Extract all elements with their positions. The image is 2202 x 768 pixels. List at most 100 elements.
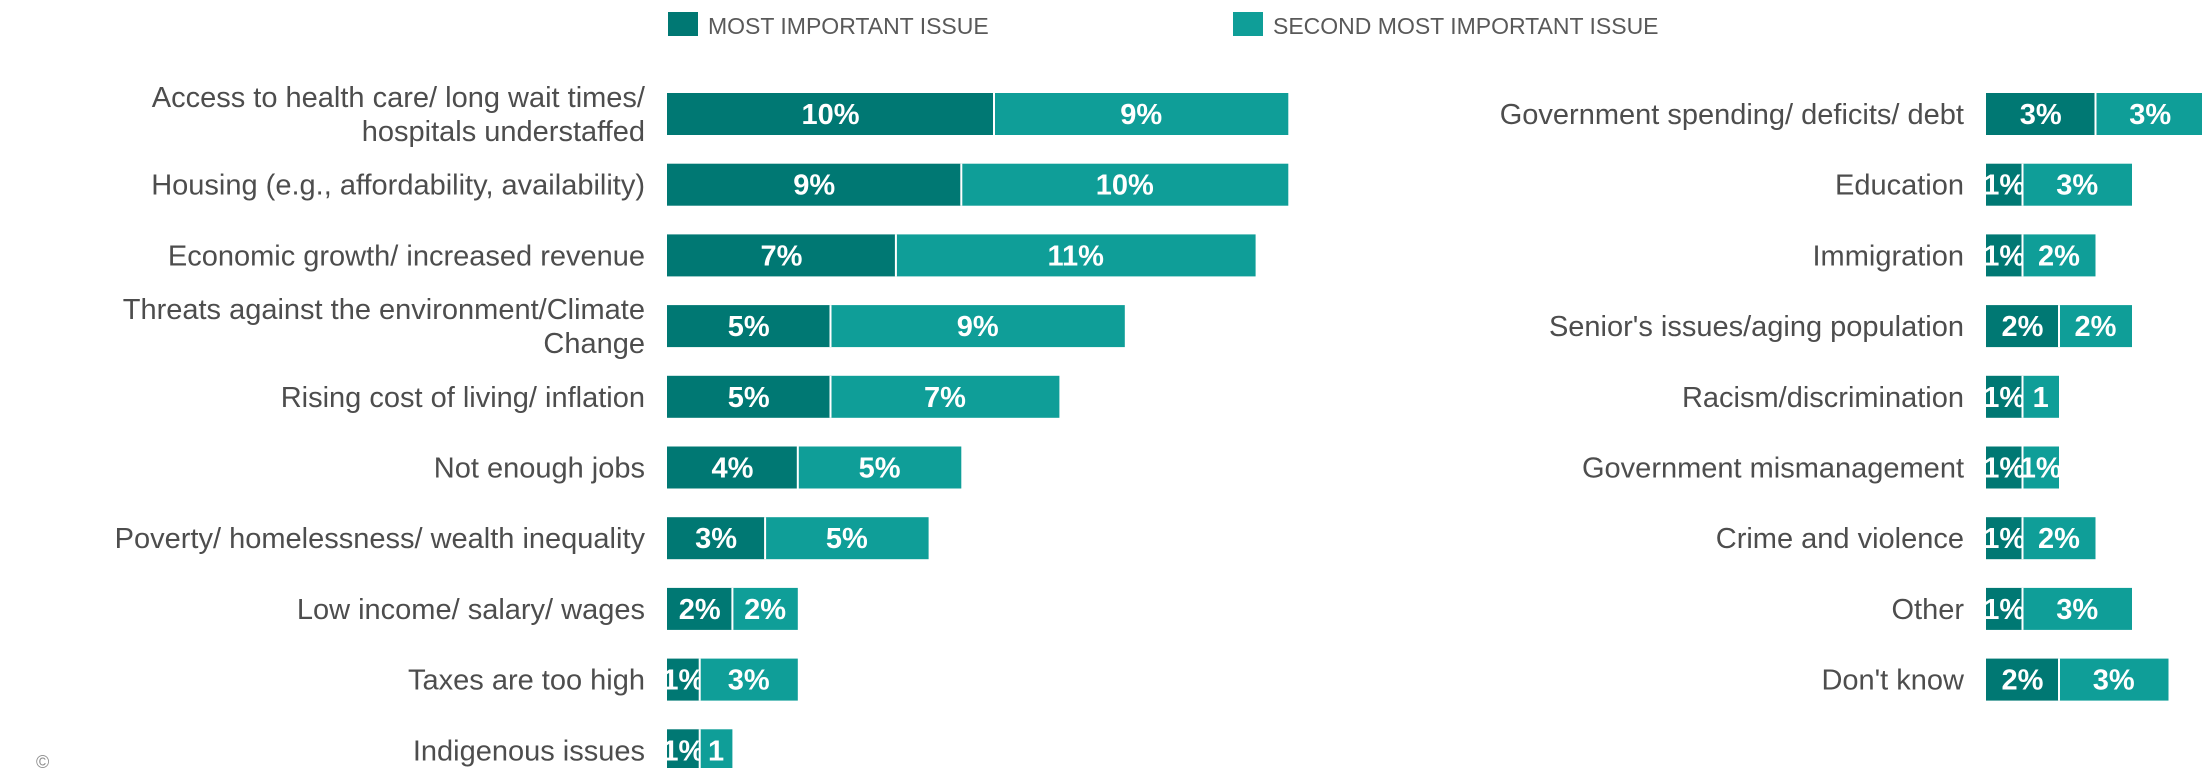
bar-segment-most <box>667 729 700 768</box>
bar-segment-second <box>2022 517 2096 560</box>
data-label-most: 1% <box>1983 594 2025 626</box>
data-label-second: 2% <box>2038 240 2080 272</box>
bar-segment-second <box>961 163 1289 206</box>
data-label-second: 3% <box>2093 665 2135 697</box>
data-label-second: 1 <box>2033 382 2049 414</box>
legend-swatch-most <box>668 12 698 36</box>
bar-segment-most <box>1986 658 2059 701</box>
data-label-second: 7% <box>924 382 966 414</box>
bar-row: Not enough jobs 4% 5% <box>434 446 962 489</box>
data-label-most: 5% <box>728 311 770 343</box>
category-label: Don't know <box>1821 665 1965 697</box>
bar-segment-second <box>699 658 798 701</box>
data-label-most: 3% <box>695 523 737 555</box>
bar-segment-most <box>667 446 798 489</box>
bar-row: Other 1% 3% <box>1891 587 2132 630</box>
category-label: Racism/discrimination <box>1682 382 1964 414</box>
bar-row: Economic growth/ increased revenue 7% 11% <box>168 234 1256 277</box>
bar-segment-most <box>1986 305 2059 348</box>
category-label: Senior's issues/aging population <box>1549 311 1964 343</box>
category-label: Rising cost of living/ inflation <box>281 382 645 414</box>
data-label-second: 1 <box>708 735 724 767</box>
bar-segment-second <box>830 375 1060 418</box>
legend-swatch-second <box>1233 12 1263 36</box>
bar-row: Threats against the environment/Climate C… <box>123 294 1125 360</box>
bar-segment-second <box>2022 446 2059 489</box>
data-label-second: 3% <box>728 665 770 697</box>
data-label-most: 1% <box>662 735 704 767</box>
chart-panel-left: Access to health care/ long wait times/h… <box>115 82 1289 768</box>
bar-segment-second <box>895 234 1256 277</box>
bar-row: Access to health care/ long wait times/h… <box>152 82 1289 148</box>
bar-segment-most <box>1986 375 2023 418</box>
footer-mark: © <box>36 752 49 768</box>
data-label-second: 9% <box>957 311 999 343</box>
bar-row: Education 1% 3% <box>1835 163 2132 206</box>
bar-row: Low income/ salary/ wages 2% 2% <box>297 587 798 630</box>
bar-row: Taxes are too high 1% 3% <box>408 658 798 701</box>
data-label-most: 4% <box>711 453 753 485</box>
legend: MOST IMPORTANT ISSUE SECOND MOST IMPORTAN… <box>668 12 1659 39</box>
category-label: Not enough jobs <box>434 453 645 485</box>
bar-row: Government spending/ deficits/ debt 3% 3% <box>1500 93 2202 135</box>
data-label-most: 5% <box>728 382 770 414</box>
category-label: Crime and violence <box>1716 523 1964 555</box>
bar-segment-most <box>667 163 962 206</box>
bar-row: Poverty/ homelessness/ wealth inequality… <box>115 517 929 560</box>
category-label: Other <box>1891 594 1964 626</box>
bar-row: Government mismanagement 1%1% <box>1582 446 2062 489</box>
bar-segment-second <box>2022 375 2059 418</box>
chart-panel-right: Government spending/ deficits/ debt 3% 3%E… <box>1500 93 2202 701</box>
category-label: Government mismanagement <box>1582 453 1964 485</box>
bar-row: Don't know 2% 3% <box>1821 658 2169 701</box>
data-label-most: 1% <box>1983 382 2025 414</box>
data-label-second: 2% <box>2075 311 2117 343</box>
data-label-second: 2% <box>2038 523 2080 555</box>
data-label-most: 1% <box>1983 240 2025 272</box>
data-label-most: 2% <box>2002 311 2044 343</box>
bar-segment-most <box>1986 163 2023 206</box>
category-label: Poverty/ homelessness/ wealth inequality <box>115 523 646 555</box>
bar-segment-most <box>1986 234 2023 277</box>
bar-segment-second <box>732 587 798 630</box>
bar-segment-second <box>2022 163 2132 206</box>
bar-row: Indigenous issues 1% 1 <box>413 729 733 768</box>
bar-segment-most <box>1986 517 2023 560</box>
data-label-second: 1% <box>2020 453 2062 485</box>
category-label: Threats against the environment/Climate C… <box>123 294 645 360</box>
category-label: Education <box>1835 170 1964 202</box>
bar-segment-most <box>1986 446 2023 489</box>
bar-segment-most <box>667 93 994 135</box>
bar-row: Immigration 1% 2% <box>1813 234 2096 277</box>
legend-label-most: MOST IMPORTANT ISSUE <box>708 13 989 39</box>
bar-segment-most <box>1986 93 2096 135</box>
bar-segment-most <box>667 375 831 418</box>
data-label-most: 2% <box>679 594 721 626</box>
bar-row: Racism/discrimination 1% 1 <box>1682 375 2059 418</box>
category-label: Housing (e.g., affordability, availabili… <box>151 170 645 202</box>
bar-row: Senior's issues/aging population 2% 2% <box>1549 305 2132 348</box>
bar-segment-second <box>2059 305 2132 348</box>
bar-segment-second <box>2059 658 2169 701</box>
bar-segment-second <box>2022 587 2132 630</box>
bar-segment-most <box>667 234 896 277</box>
category-label: Economic growth/ increased revenue <box>168 240 645 272</box>
bar-segment-most <box>667 517 766 560</box>
data-label-most: 1% <box>662 665 704 697</box>
data-label-second: 5% <box>859 453 901 485</box>
category-label: Access to health care/ long wait times/h… <box>152 82 646 148</box>
data-label-most: 7% <box>760 240 802 272</box>
bar-segment-most <box>1986 587 2023 630</box>
data-label-most: 1% <box>1983 170 2025 202</box>
category-label: Government spending/ deficits/ debt <box>1500 99 1964 131</box>
data-label-second: 3% <box>2056 594 2098 626</box>
bar-segment-most <box>667 305 831 348</box>
bar-row: Rising cost of living/ inflation 5% 7% <box>281 375 1060 418</box>
bar-segment-second <box>797 446 962 489</box>
bar-row: Housing (e.g., affordability, availabili… <box>151 163 1289 206</box>
bar-segment-second <box>2022 234 2096 277</box>
bar-segment-most <box>667 658 700 701</box>
data-label-most: 1% <box>1983 523 2025 555</box>
data-label-most: 1% <box>1983 453 2025 485</box>
